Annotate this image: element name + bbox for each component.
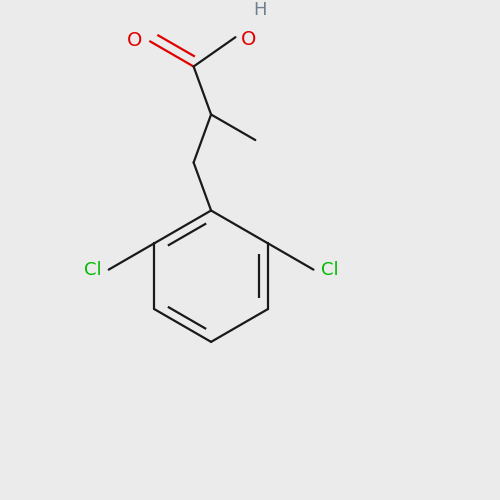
Text: Cl: Cl (84, 260, 102, 278)
Text: O: O (126, 32, 142, 50)
Text: H: H (254, 1, 267, 19)
Text: Cl: Cl (321, 260, 338, 278)
Text: O: O (242, 30, 256, 49)
